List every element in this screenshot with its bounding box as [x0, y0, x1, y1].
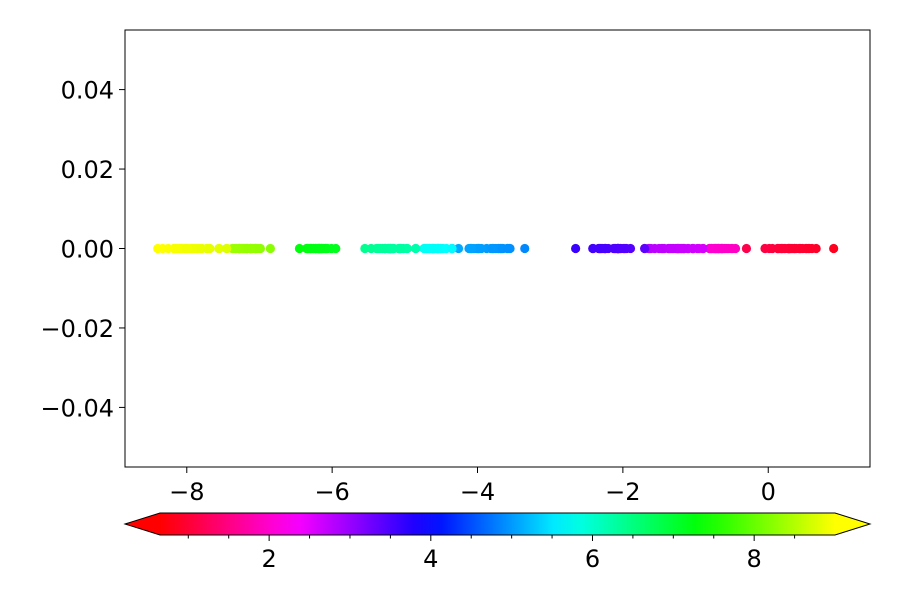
data-point	[520, 243, 530, 254]
data-point	[183, 243, 193, 254]
x-axis: −8 −6 −4 −2 0	[169, 467, 776, 506]
data-point	[466, 243, 476, 254]
data-point	[411, 243, 421, 254]
data-point	[730, 243, 741, 254]
colorbar-tick-label: 2	[261, 545, 276, 573]
colorbar-outline	[123, 512, 872, 536]
x-tick-label: −6	[314, 478, 349, 506]
data-point	[487, 243, 498, 254]
data-point	[723, 243, 734, 254]
data-point	[294, 243, 305, 254]
y-axis: 0.04 0.02 0.00 −0.02 −0.04	[40, 77, 125, 422]
data-point	[387, 243, 397, 254]
colorbar-tick-label: 4	[423, 545, 438, 573]
data-point	[231, 243, 241, 254]
data-point	[619, 243, 629, 254]
data-point	[265, 243, 275, 254]
data-point	[677, 243, 687, 254]
colorbar-tick-label: 6	[585, 545, 600, 573]
colorbar-extend-low	[125, 513, 160, 535]
data-point	[789, 243, 800, 254]
data-point	[640, 243, 650, 254]
data-point	[594, 243, 604, 254]
y-tick-label: 0.02	[61, 156, 114, 184]
data-point	[705, 243, 715, 254]
data-point	[242, 243, 252, 254]
data-point	[667, 243, 677, 254]
data-point	[777, 243, 787, 254]
data-point	[402, 243, 412, 254]
colorbar-gradient	[160, 513, 835, 535]
data-point	[600, 243, 610, 254]
data-point	[474, 243, 484, 254]
data-point	[654, 243, 664, 254]
data-point	[625, 243, 636, 254]
y-tick-label: 0.00	[61, 236, 114, 264]
colorbar-tick-label: 8	[747, 545, 762, 573]
colorbar-extend-high	[835, 513, 870, 535]
data-point	[801, 243, 811, 254]
data-point	[646, 243, 656, 254]
y-tick-label: −0.02	[40, 315, 114, 343]
data-point	[428, 243, 439, 254]
data-point	[760, 243, 770, 254]
data-point	[222, 243, 232, 254]
colorbar: 2 4 6 8	[123, 512, 872, 573]
data-point	[322, 243, 333, 254]
x-tick-label: −2	[605, 478, 640, 506]
y-tick-label: 0.04	[61, 77, 114, 105]
x-tick-label: 0	[761, 478, 776, 506]
data-point	[829, 243, 839, 254]
data-point	[717, 243, 727, 254]
data-point	[503, 243, 513, 254]
data-point	[698, 243, 708, 254]
data-point	[172, 243, 182, 254]
data-point	[331, 243, 341, 254]
y-tick-label: −0.04	[40, 394, 114, 422]
data-point	[304, 243, 314, 254]
data-point	[366, 243, 376, 254]
data-point	[163, 243, 173, 254]
x-tick-label: −8	[169, 478, 204, 506]
data-point	[453, 243, 464, 254]
data-point	[741, 243, 752, 254]
data-point	[393, 243, 404, 254]
x-tick-label: −4	[460, 478, 495, 506]
data-points	[153, 243, 839, 254]
data-point	[214, 243, 224, 254]
data-point	[688, 243, 698, 254]
data-point	[571, 243, 581, 254]
data-point	[315, 243, 325, 254]
data-point	[196, 243, 206, 254]
data-point	[204, 243, 214, 254]
data-point	[811, 243, 821, 254]
data-point	[373, 243, 383, 254]
data-point	[447, 243, 457, 254]
